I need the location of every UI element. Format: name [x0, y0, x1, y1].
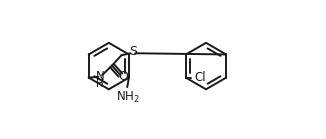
Text: H: H [96, 79, 104, 89]
Text: O: O [119, 70, 128, 83]
Text: Cl: Cl [194, 71, 206, 84]
Text: N: N [96, 70, 104, 83]
Text: NH$_2$: NH$_2$ [116, 90, 140, 105]
Text: S: S [129, 45, 137, 58]
